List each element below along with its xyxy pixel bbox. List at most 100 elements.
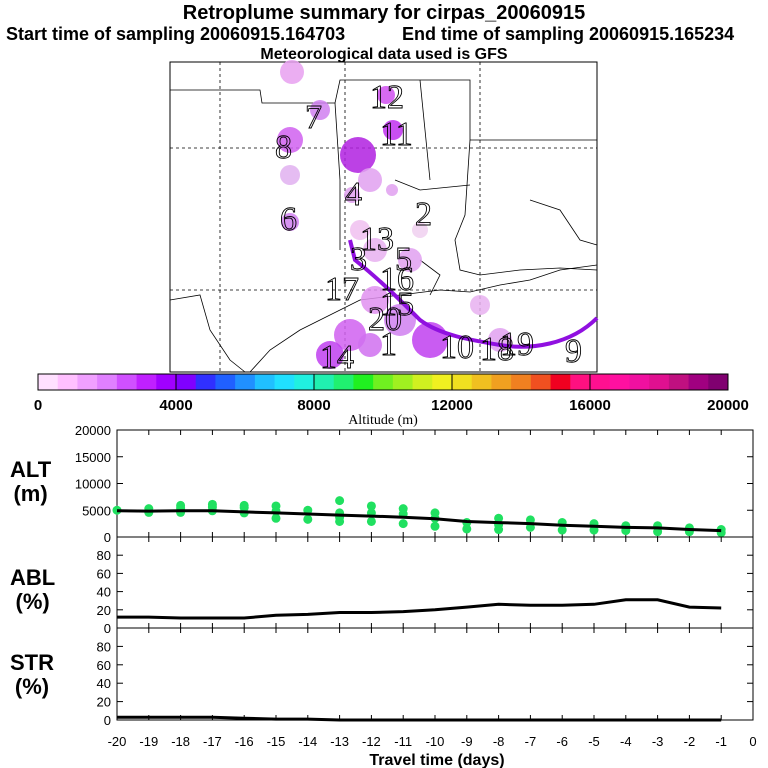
map-altitude-marker <box>398 248 422 272</box>
colorbar-cell <box>176 374 197 390</box>
map-altitude-marker <box>377 86 395 104</box>
str-panel-label: STR (%) <box>10 651 54 699</box>
str-ytick-label: 60 <box>97 658 111 673</box>
colorbar-cell <box>432 374 453 390</box>
abl-ytick-label: 0 <box>104 621 111 636</box>
map-altitude-markers <box>277 60 512 369</box>
x-tick-label: -3 <box>652 734 664 749</box>
colorbar-cell <box>333 374 354 390</box>
x-tick-label: -4 <box>620 734 632 749</box>
alt-ytick-label: 20000 <box>75 423 111 438</box>
map-altitude-marker <box>277 127 303 153</box>
altitude-colorbar: 0 4000 8000 12000 16000 20000 Altitude (m) <box>34 373 749 428</box>
map-day-label: 11 <box>380 116 413 153</box>
x-tick-label: -10 <box>426 734 445 749</box>
x-tick-label: -14 <box>298 734 317 749</box>
map-day-label: 12 <box>370 79 404 116</box>
colorbar-cell <box>373 374 394 390</box>
str-series-line <box>117 715 722 722</box>
colorbar-frame <box>37 373 729 391</box>
x-tick-label: -2 <box>684 734 696 749</box>
str-ytick-label: 0 <box>104 713 111 728</box>
alt-scatter-point <box>494 513 504 523</box>
colorbar-cell <box>452 374 473 390</box>
map-day-label: 10 <box>440 329 474 366</box>
map-day-label: 14 <box>320 339 354 376</box>
str-label-line1: STR <box>10 650 54 675</box>
colorbar-cell <box>688 374 709 390</box>
alt-scatter-point <box>366 516 376 526</box>
alt-panel-label: ALT (m) <box>10 458 51 506</box>
colorbar-cell <box>57 374 78 390</box>
alt-label-line1: ALT <box>10 457 52 482</box>
map-day-label: 5 <box>395 241 412 278</box>
map-altitude-marker <box>344 187 360 203</box>
colorbar-cell <box>668 374 690 390</box>
map-day-label: 4 <box>345 176 362 213</box>
alt-label-line2: (m) <box>13 481 48 506</box>
x-tick-label: -8 <box>493 734 505 749</box>
colorbar-tick-label: 12000 <box>431 397 473 414</box>
map-altitude-marker <box>340 137 376 173</box>
map-altitude-marker <box>350 220 370 240</box>
x-tick-label: -15 <box>267 734 286 749</box>
colorbar-tick-label: 16000 <box>569 397 611 414</box>
x-tick-label: -6 <box>556 734 568 749</box>
x-tick-label: -20 <box>108 734 127 749</box>
alt-scatter-point <box>271 501 281 511</box>
x-tick-label: -12 <box>362 734 381 749</box>
plume-track <box>348 239 599 349</box>
map-day-label: 20 <box>368 301 402 338</box>
map-day-label: 3 <box>350 241 367 278</box>
x-tick-label: -17 <box>203 734 222 749</box>
map-day-label: 1 <box>380 326 397 363</box>
colorbar-tick-label: 4000 <box>159 397 192 414</box>
alt-scatter-point <box>176 500 186 510</box>
colorbar-tick-label: 0 <box>34 397 42 414</box>
str-ytick-label: 80 <box>97 639 111 654</box>
colorbar-cell <box>156 374 177 390</box>
alt-ytick-label: 10000 <box>75 477 111 492</box>
alt-ytick-label: 15000 <box>75 450 111 465</box>
colorbar-cell <box>235 374 256 390</box>
map-altitude-marker <box>280 165 300 185</box>
map-altitude-marker <box>470 295 490 315</box>
map-altitude-marker <box>316 341 344 369</box>
colorbar-cell <box>511 374 532 390</box>
colorbar-cell <box>136 374 157 390</box>
alt-scatter-point <box>335 496 345 506</box>
abl-ytick-label: 60 <box>97 566 111 581</box>
abl-label-line1: ABL <box>10 565 56 590</box>
colorbar-cell <box>97 374 118 390</box>
colorbar-cell <box>412 374 433 390</box>
colorbar-cell <box>530 374 552 390</box>
start-time-label: Start time of sampling 20060915.164703 <box>6 24 346 44</box>
colorbar-cell <box>274 374 295 390</box>
colorbar-cell <box>491 374 512 390</box>
colorbar-axis-label: Altitude (m) <box>348 413 418 428</box>
x-tick-label: -18 <box>171 734 190 749</box>
x-tick-label: -7 <box>525 734 537 749</box>
str-label-line2: (%) <box>14 674 50 699</box>
alt-scatter-point <box>398 519 408 529</box>
alt-scatter-point <box>239 500 249 510</box>
alt-scatter-point <box>207 499 217 509</box>
alt-series-line <box>116 509 722 533</box>
colorbar-cell <box>294 374 315 390</box>
map-day-label: 16 <box>380 261 414 298</box>
colorbar-tick-label: 8000 <box>297 397 330 414</box>
str-ytick-label: 20 <box>97 695 111 710</box>
abl-plot-frame <box>116 536 754 629</box>
map-day-label: 13 <box>360 221 394 258</box>
map-altitude-marker <box>383 120 403 140</box>
alt-ytick-label: 0 <box>104 530 111 545</box>
colorbar-tick-label: 20000 <box>707 397 749 414</box>
x-tick-label: -5 <box>588 734 600 749</box>
x-tick-label: -1 <box>715 734 727 749</box>
x-tick-label: -11 <box>394 734 412 749</box>
colorbar-cell <box>392 374 414 390</box>
colorbar-cell <box>590 374 611 390</box>
